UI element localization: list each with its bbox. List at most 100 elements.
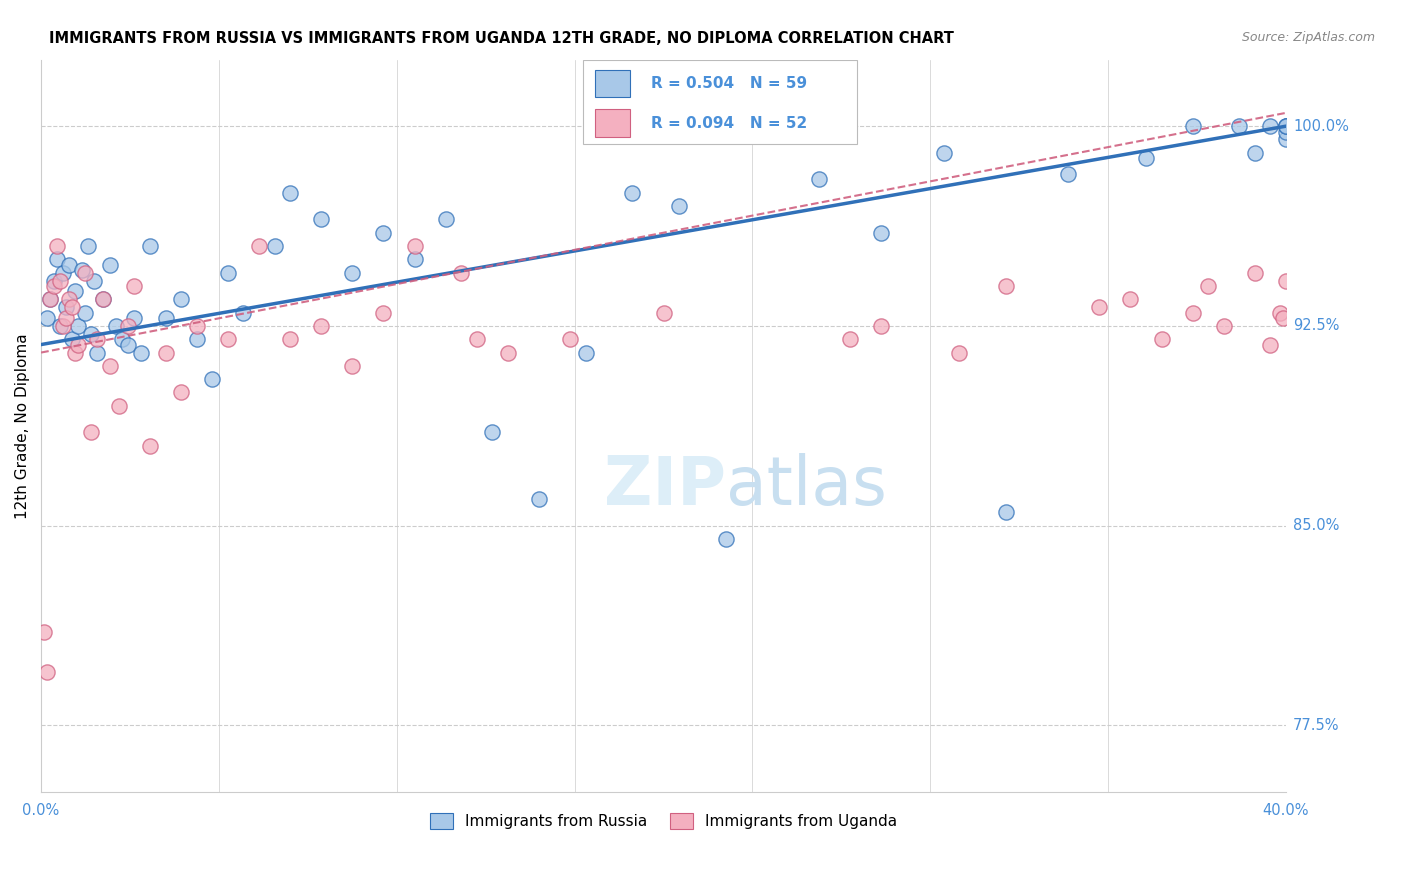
Point	[1227, 119, 1250, 133]
Point	[70, 263, 93, 277]
Text: 0.0%: 0.0%	[22, 803, 59, 818]
Text: ZIP: ZIP	[603, 453, 725, 519]
Point	[932, 145, 955, 160]
Point	[404, 252, 426, 267]
Legend: Immigrants from Russia, Immigrants from Uganda: Immigrants from Russia, Immigrants from …	[423, 807, 904, 836]
Point	[124, 279, 146, 293]
Point	[49, 274, 72, 288]
Point	[93, 293, 115, 307]
Point	[1271, 310, 1294, 325]
Point	[55, 300, 77, 314]
Point	[342, 266, 364, 280]
Point	[73, 305, 96, 319]
Point	[575, 345, 598, 359]
Point	[263, 239, 285, 253]
Point	[994, 279, 1017, 293]
Point	[32, 625, 55, 640]
Point	[1119, 293, 1142, 307]
Point	[98, 359, 121, 373]
Point	[714, 532, 737, 546]
Point	[58, 293, 80, 307]
Point	[129, 345, 152, 359]
Point	[49, 318, 72, 333]
Point	[1275, 119, 1298, 133]
Point	[1181, 305, 1204, 319]
Point	[1260, 337, 1282, 351]
Point	[80, 326, 103, 341]
Point	[58, 258, 80, 272]
Point	[65, 345, 87, 359]
Point	[170, 293, 193, 307]
Point	[870, 226, 893, 240]
Point	[839, 332, 862, 346]
Point	[60, 332, 83, 346]
Point	[247, 239, 270, 253]
Text: 85.0%: 85.0%	[1294, 518, 1340, 533]
Point	[1197, 279, 1219, 293]
Point	[37, 665, 59, 679]
Point	[465, 332, 488, 346]
Point	[42, 274, 65, 288]
Point	[155, 345, 177, 359]
Point	[73, 266, 96, 280]
Point	[37, 310, 59, 325]
Point	[186, 332, 208, 346]
Point	[278, 186, 301, 200]
Point	[1135, 151, 1157, 165]
Point	[808, 812, 831, 826]
Point	[1181, 119, 1204, 133]
Point	[83, 274, 105, 288]
Point	[404, 239, 426, 253]
Point	[217, 332, 239, 346]
Point	[621, 186, 644, 200]
Point	[309, 318, 332, 333]
Point	[373, 305, 395, 319]
Point	[186, 318, 208, 333]
Point	[45, 252, 67, 267]
Point	[52, 318, 75, 333]
FancyBboxPatch shape	[582, 60, 856, 144]
Text: 92.5%: 92.5%	[1294, 318, 1340, 334]
Point	[39, 293, 62, 307]
Point	[60, 300, 83, 314]
Point	[42, 279, 65, 293]
Point	[217, 266, 239, 280]
FancyBboxPatch shape	[595, 70, 630, 97]
Point	[232, 305, 254, 319]
Text: 100.0%: 100.0%	[1294, 119, 1348, 134]
Point	[104, 318, 127, 333]
Point	[808, 172, 831, 186]
Point	[86, 345, 108, 359]
Point	[67, 337, 90, 351]
Point	[55, 310, 77, 325]
Text: Source: ZipAtlas.com: Source: ZipAtlas.com	[1241, 31, 1375, 45]
Point	[496, 345, 519, 359]
Point	[76, 239, 98, 253]
Point	[309, 212, 332, 227]
Y-axis label: 12th Grade, No Diploma: 12th Grade, No Diploma	[15, 333, 30, 518]
Point	[1244, 266, 1267, 280]
Point	[1268, 305, 1291, 319]
Point	[481, 425, 503, 440]
Point	[1212, 318, 1234, 333]
Point	[117, 318, 139, 333]
Point	[108, 399, 131, 413]
Text: IMMIGRANTS FROM RUSSIA VS IMMIGRANTS FROM UGANDA 12TH GRADE, NO DIPLOMA CORRELAT: IMMIGRANTS FROM RUSSIA VS IMMIGRANTS FRO…	[49, 31, 955, 46]
Point	[450, 266, 472, 280]
Point	[1260, 119, 1282, 133]
Point	[668, 199, 690, 213]
Point	[1088, 300, 1111, 314]
Point	[1275, 119, 1298, 133]
Point	[80, 425, 103, 440]
Point	[1275, 132, 1298, 146]
Point	[139, 239, 162, 253]
Point	[1244, 145, 1267, 160]
Text: 40.0%: 40.0%	[1263, 803, 1309, 818]
Point	[155, 310, 177, 325]
Point	[1275, 274, 1298, 288]
Point	[652, 305, 675, 319]
Point	[39, 293, 62, 307]
Text: R = 0.504   N = 59: R = 0.504 N = 59	[651, 76, 807, 91]
Text: atlas: atlas	[725, 453, 887, 519]
Point	[170, 385, 193, 400]
